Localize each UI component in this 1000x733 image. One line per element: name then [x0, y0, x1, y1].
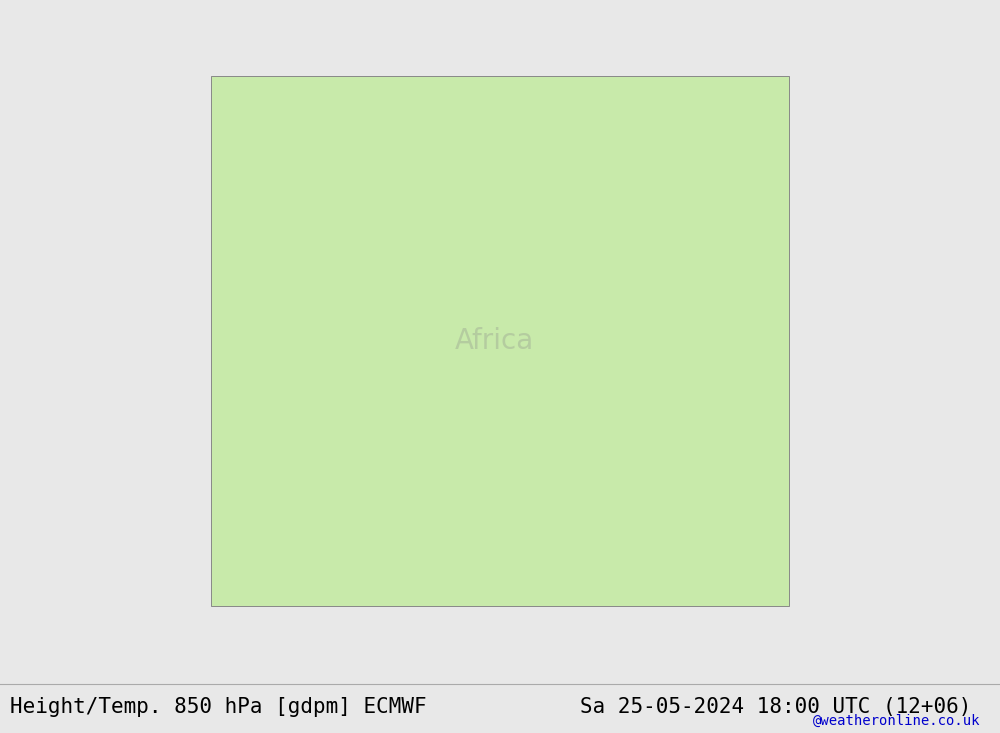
Text: Africa: Africa — [455, 327, 534, 355]
Bar — [211, 75, 789, 606]
Text: @weatheronline.co.uk: @weatheronline.co.uk — [812, 714, 980, 728]
Text: Sa 25-05-2024 18:00 UTC (12+06): Sa 25-05-2024 18:00 UTC (12+06) — [580, 697, 971, 717]
Text: Height/Temp. 850 hPa [gdpm] ECMWF: Height/Temp. 850 hPa [gdpm] ECMWF — [10, 697, 427, 717]
